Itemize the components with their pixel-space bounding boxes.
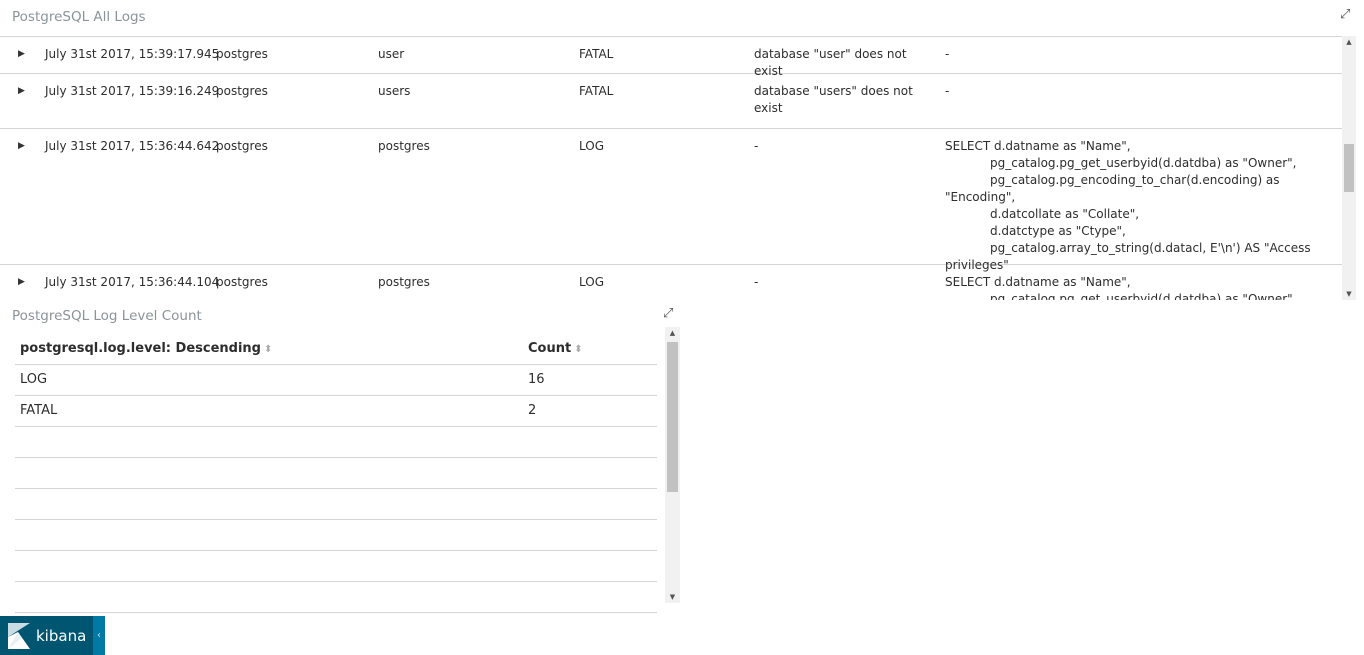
empty-row — [15, 582, 657, 613]
expand-row-caret-icon[interactable]: ▶ — [18, 141, 25, 151]
query-line: SELECT d.datname as "Name", — [945, 275, 1131, 289]
expand-row-caret-icon[interactable]: ▶ — [18, 49, 25, 59]
empty-row — [15, 489, 657, 520]
log-message: - — [754, 139, 759, 153]
log-level: FATAL — [579, 84, 614, 98]
log-message: database "user" does not exist — [754, 47, 907, 78]
count-table: postgresql.log.level: Descending ⬍ Count ⬍… — [15, 334, 657, 613]
table-header: postgresql.log.level: Descending ⬍ Count ⬍ — [15, 334, 657, 365]
log-user: postgres — [216, 47, 268, 61]
log-query: - — [945, 83, 1335, 100]
query-line: pg_catalog.pg_get_userbyid(d.datdba) as … — [990, 156, 1297, 170]
column-header-level[interactable]: postgresql.log.level: Descending ⬍ — [20, 341, 273, 356]
log-time: July 31st 2017, 15:36:44.104 — [45, 275, 220, 289]
query-line: - — [945, 47, 950, 61]
query-line: SELECT d.datname as "Name", — [945, 139, 1131, 153]
count-panel-title: PostgreSQL Log Level Count — [12, 308, 202, 324]
logs-table: ▶ July 31st 2017, 15:39:17.945 postgres use… — [0, 36, 1342, 300]
log-user: postgres — [216, 139, 268, 153]
sort-icon: ⬍ — [574, 344, 583, 355]
table-row: FATAL 2 — [15, 396, 657, 427]
scroll-down-arrow[interactable]: ▼ — [669, 593, 676, 601]
empty-row — [15, 520, 657, 551]
logs-scrollbar[interactable]: ▲ ▼ — [1342, 36, 1356, 300]
log-database: postgres — [378, 139, 430, 153]
kibana-logo-icon — [8, 622, 30, 649]
log-time: July 31st 2017, 15:39:16.249 — [45, 84, 220, 98]
empty-row — [15, 458, 657, 489]
expand-row-caret-icon[interactable]: ▶ — [18, 86, 25, 96]
empty-row — [15, 551, 657, 582]
expand-row-caret-icon[interactable]: ▶ — [18, 277, 25, 287]
scroll-up-arrow[interactable]: ▲ — [1346, 38, 1352, 46]
sort-icon: ⬍ — [263, 344, 273, 355]
scroll-thumb[interactable] — [1344, 144, 1354, 192]
log-message: database "users" does not exist — [754, 84, 913, 115]
column-header-count[interactable]: Count ⬍ — [528, 341, 583, 356]
log-level: LOG — [579, 275, 605, 289]
log-time: July 31st 2017, 15:36:44.642 — [45, 139, 220, 153]
collapse-sidebar-chevron-icon[interactable]: ‹ — [93, 616, 105, 655]
log-database: users — [378, 84, 411, 98]
empty-row — [15, 427, 657, 458]
query-line: d.datctype as "Ctype", — [990, 224, 1126, 238]
query-line: pg_catalog.array_to_string(d.datacl, E'\… — [945, 241, 1311, 272]
log-level: FATAL — [579, 47, 614, 61]
log-database: postgres — [378, 275, 430, 289]
log-database: user — [378, 47, 405, 61]
query-line: pg_catalog.pg_encoding_to_char(d.encodin… — [945, 173, 1280, 204]
log-row[interactable]: ▶ July 31st 2017, 15:39:16.249 postgres use… — [0, 74, 1342, 129]
log-message: - — [754, 275, 759, 289]
table-row: LOG 16 — [15, 365, 657, 396]
query-line: d.datcollate as "Collate", — [990, 207, 1140, 221]
expand-arrows-icon[interactable]: ⤢ — [663, 306, 674, 321]
query-line: pg_catalog.pg_get_userbyid(d.datdba) as … — [990, 292, 1297, 300]
log-row[interactable]: ▶ July 31st 2017, 15:39:17.945 postgres use… — [0, 37, 1342, 78]
logs-panel-title: PostgreSQL All Logs — [12, 9, 146, 25]
kibana-logo[interactable]: kibana — [0, 616, 93, 655]
log-user: postgres — [216, 84, 268, 98]
log-time: July 31st 2017, 15:39:17.945 — [45, 47, 220, 61]
log-user: postgres — [216, 275, 268, 289]
log-level: LOG — [579, 139, 605, 153]
query-line: - — [945, 84, 950, 98]
log-row[interactable]: ▶ July 31st 2017, 15:36:44.104 postgres pos… — [0, 265, 1342, 300]
log-query: SELECT d.datname as "Name", pg_catalog.pg… — [945, 138, 1335, 274]
expand-arrows-icon[interactable]: ⤢ — [1340, 7, 1351, 22]
scroll-down-arrow[interactable]: ▼ — [1346, 290, 1352, 298]
count-scrollbar[interactable]: ▲ ▼ — [665, 327, 680, 603]
scroll-up-arrow[interactable]: ▲ — [669, 329, 676, 337]
scroll-thumb[interactable] — [667, 342, 678, 492]
log-row[interactable]: ▶ July 31st 2017, 15:36:44.642 postgres pos… — [0, 129, 1342, 272]
log-query: - — [945, 46, 1335, 63]
log-query: SELECT d.datname as "Name", pg_catalog.pg… — [945, 274, 1335, 300]
